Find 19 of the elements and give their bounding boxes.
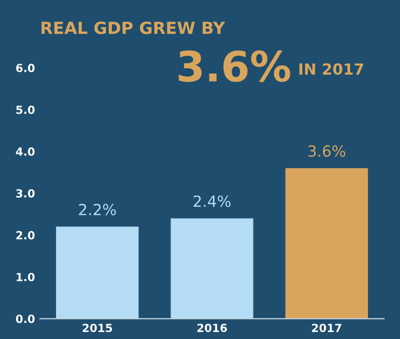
annotation: IN 2017 <box>299 63 364 75</box>
x-tick-label: 2016 <box>197 324 227 332</box>
bar <box>285 168 368 319</box>
y-tick-label: 1.0 <box>16 272 35 282</box>
chart-title: REAL GDP GREW BY <box>42 22 226 34</box>
y-tick-label: 4.0 <box>16 147 35 156</box>
annotation: 3.6% <box>178 50 290 82</box>
data-label: 2.4% <box>194 195 231 207</box>
x-tick-label: 2017 <box>312 324 342 332</box>
y-tick-label: 6.0 <box>16 64 35 72</box>
y-tick-label: 2.0 <box>16 231 35 240</box>
y-tick-label: 5.0 <box>16 106 35 114</box>
y-tick-label: 0.0 <box>16 314 35 324</box>
x-tick-label: 2015 <box>82 324 112 332</box>
y-tick-label: 3.0 <box>16 189 35 198</box>
bar <box>56 226 139 319</box>
data-label: 2.2% <box>79 204 116 216</box>
bar <box>170 218 254 319</box>
data-label: 3.6% <box>308 145 346 157</box>
